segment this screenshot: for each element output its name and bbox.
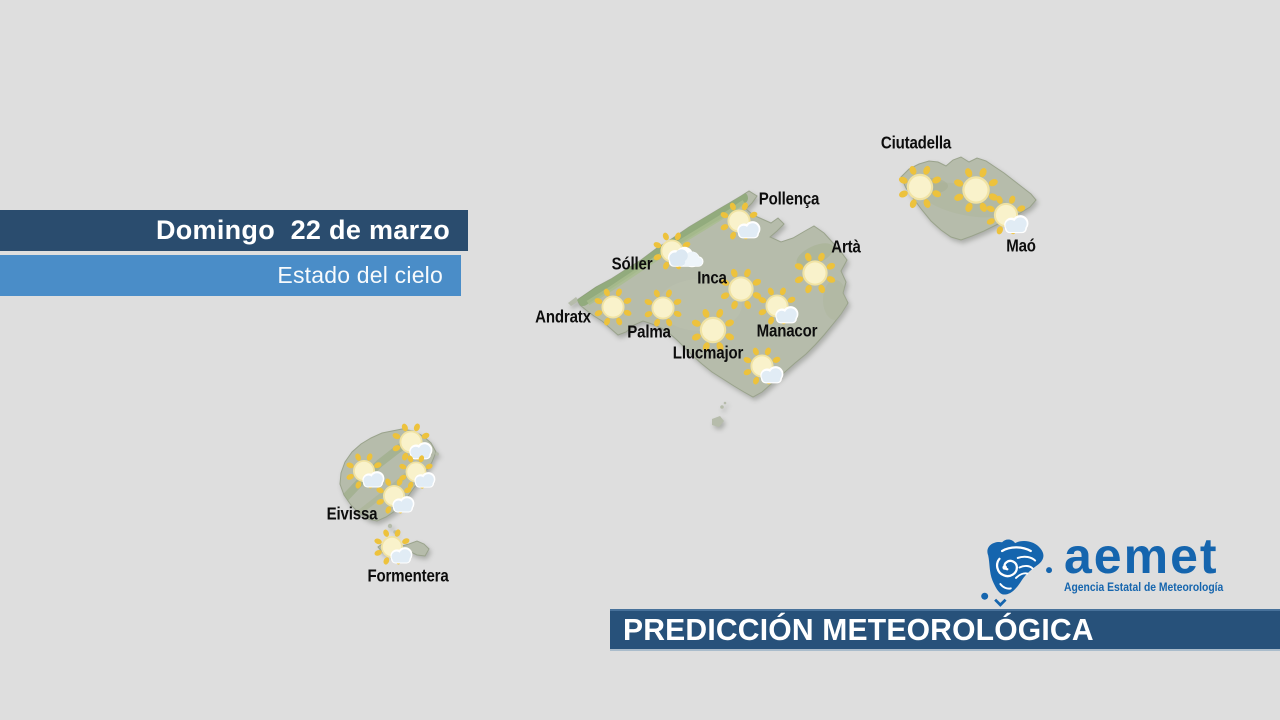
town-label-ciutadella: Ciutadella (880, 132, 952, 153)
town-label-andratx: Andratx (535, 306, 591, 327)
sun-with-cloud-icon (388, 419, 434, 465)
dragonera-islet (568, 297, 579, 306)
sun-with-cloud-icon (370, 525, 414, 569)
sun-behind-cloud-icon (649, 228, 704, 274)
town-label-mao: Maó (1006, 235, 1036, 256)
town-label-manacor: Manacor (756, 320, 818, 341)
date-text: Domingo 22 de marzo (155, 215, 450, 245)
aemet-brand-text: aemet (1064, 528, 1219, 584)
date-banner: Domingo 22 de marzo (0, 210, 468, 251)
town-label-soller: Sóller (611, 253, 653, 274)
sun-icon (949, 163, 1004, 218)
cabrera-islets (712, 401, 727, 427)
footer-banner: PREDICCIÓN METEOROLÓGICA (610, 609, 1280, 651)
town-label-arta: Artà (831, 236, 861, 257)
sun-icon (640, 285, 686, 331)
sun-icon (590, 284, 636, 330)
town-label-llucmajor: Llucmajor (672, 342, 744, 363)
town-label-palma: Palma (627, 321, 671, 342)
sun-icon (790, 248, 841, 299)
subtitle-banner: Estado del cielo (0, 255, 461, 296)
sun-icon (894, 161, 947, 214)
sun-with-cloud-icon (982, 191, 1030, 239)
footer-title: PREDICCIÓN METEOROLÓGICA (623, 612, 1094, 647)
sun-with-cloud-icon (754, 283, 800, 329)
town-label-eivissa: Eivissa (326, 503, 378, 524)
aemet-logo: aemet Agencia Estatal de Meteorología (976, 528, 1241, 608)
town-label-inca: Inca (697, 267, 727, 288)
sun-with-cloud-icon (716, 198, 762, 244)
sun-with-cloud-icon (739, 343, 785, 389)
town-label-pollenca: Pollença (758, 188, 820, 209)
sun-icon (716, 264, 767, 315)
town-label-formentera: Formentera (367, 565, 449, 586)
aemet-tagline: Agencia Estatal de Meteorología (1064, 582, 1224, 594)
sun-with-cloud-icon (372, 474, 416, 518)
subtitle-text: Estado del cielo (277, 262, 443, 288)
sun-icon (687, 304, 740, 357)
sun-with-cloud-icon (342, 449, 386, 493)
aemet-logo-text: aemet Agencia Estatal de Meteorología (1064, 528, 1241, 594)
spain-map-icon (981, 539, 1052, 607)
